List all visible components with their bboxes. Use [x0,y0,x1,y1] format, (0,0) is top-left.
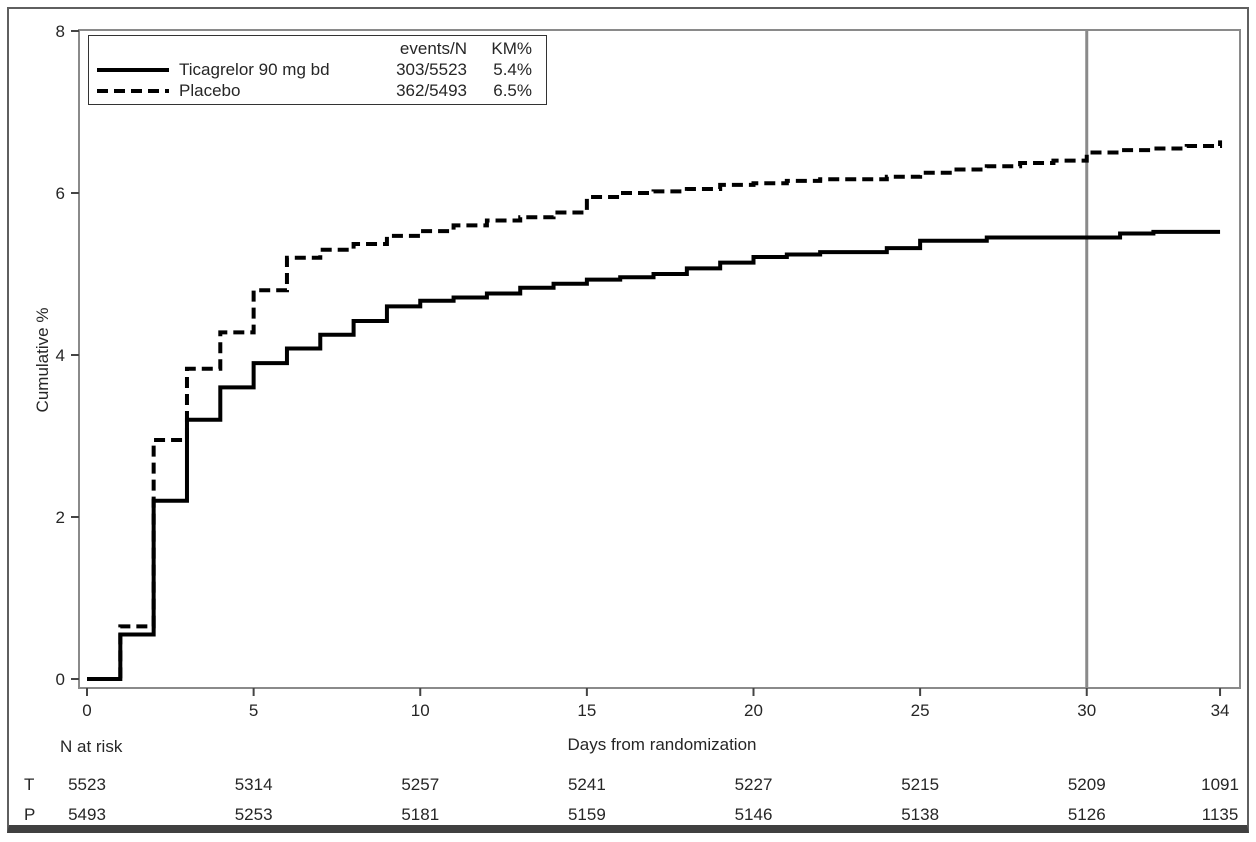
risk-value-T-day20: 5227 [734,775,773,794]
placebo-curve [87,140,1223,681]
x-tick-label: 34 [1211,701,1230,720]
y-axis-title: Cumulative % [33,307,52,413]
x-tick-label: 20 [744,701,763,720]
y-tick-label: 8 [56,22,65,41]
x-tick-label: 0 [82,701,91,720]
y-tick-label: 0 [56,670,65,689]
solid-line-sample-icon [97,68,169,72]
legend-box: events/N KM% Ticagrelor 90 mg bd 303/552… [88,35,547,105]
risk-value-T-day30: 5209 [1067,775,1106,794]
risk-value-T-day5: 5314 [234,775,273,794]
y-tick-label: 6 [56,184,65,203]
risk-value-P-day30: 5126 [1067,805,1106,824]
ticagrelor-curve [87,229,1221,681]
legend-label-placebo: Placebo [179,80,241,100]
legend-row-placebo: Placebo 362/5493 6.5% [97,80,538,101]
risk-value-P-day5: 5253 [234,805,273,824]
risk-value-P-day0: 5493 [68,805,106,824]
x-tick-label: 30 [1077,701,1096,720]
risk-row-label-P: P [24,805,36,824]
figure-frame: 0 5 10 15 20 25 30 34 0 2 4 6 8 Cumulative % events/… [7,7,1249,833]
risk-value-T-day34: 1091 [1201,775,1239,794]
legend-sample-cell [97,88,179,93]
x-tick-label: 5 [249,701,258,720]
legend-row-ticagrelor: Ticagrelor 90 mg bd 303/5523 5.4% [97,60,538,81]
x-tick-label: 25 [911,701,930,720]
risk-value-P-day15: 5159 [567,805,606,824]
ticagrelor-events-n: 303/5523 [396,60,467,79]
n-at-risk-label: N at risk [60,737,123,756]
legend-header-row: events/N KM% [97,39,538,60]
placebo-km-pct: 6.5% [493,80,532,100]
x-tick-label: 15 [577,701,596,720]
placebo-events-n: 362/5493 [396,80,467,100]
y-tick-label: 2 [56,508,65,527]
risk-value-T-day15: 5241 [567,775,606,794]
ticagrelor-km-pct: 5.4% [493,60,532,79]
risk-value-P-day25: 5138 [901,805,940,824]
risk-value-P-day34: 1135 [1201,805,1239,824]
risk-value-P-day20: 5146 [734,805,773,824]
risk-value-T-day10: 5257 [401,775,440,794]
risk-value-T-day25: 5215 [901,775,940,794]
legend-header-km: KM% [491,39,532,59]
x-axis-title: Days from randomization [567,735,757,754]
dashed-line-sample-icon [97,88,169,93]
plot-box [78,29,1241,689]
y-tick-label: 4 [56,346,65,365]
legend-sample-cell [97,68,179,72]
risk-value-P-day10: 5181 [401,805,440,824]
risk-value-T-day0: 5523 [68,775,106,794]
legend-header-events: events/N [399,39,467,59]
risk-row-label-T: T [24,775,35,794]
legend-label-ticagrelor: Ticagrelor 90 mg bd [179,60,330,79]
x-tick-label: 10 [411,701,430,720]
